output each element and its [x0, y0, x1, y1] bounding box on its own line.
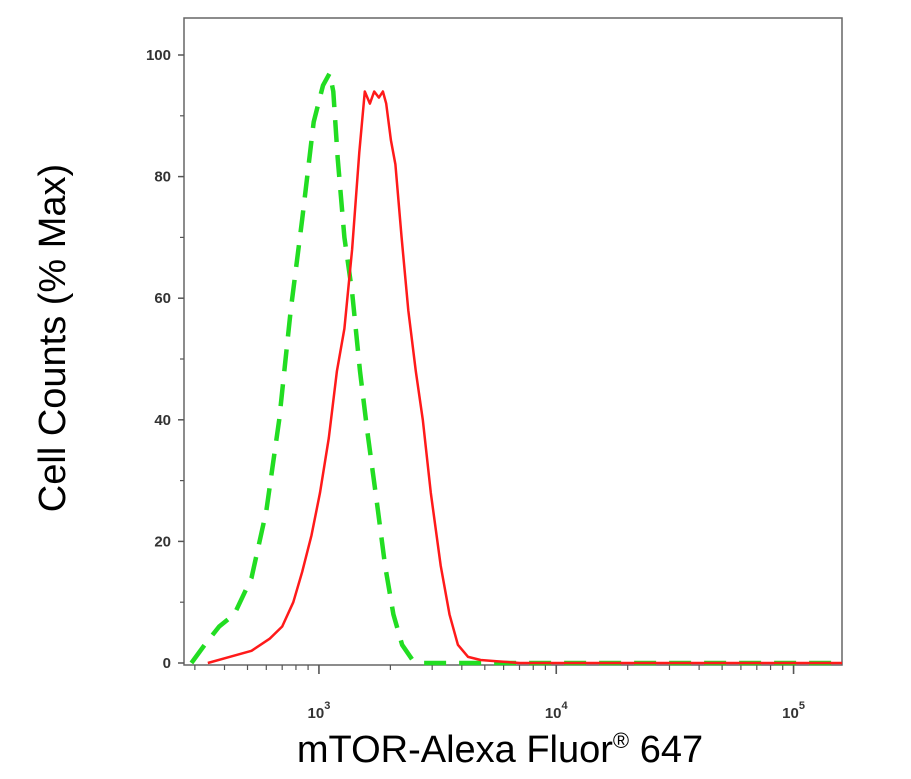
- x-axis-title-mark: ®: [613, 728, 629, 753]
- y-tick-label: 60: [154, 290, 171, 307]
- y-tick-label: 20: [154, 533, 171, 550]
- x-axis: 103 104 105: [194, 665, 805, 722]
- x-axis-title: mTOR-Alexa Fluor® 647: [297, 728, 703, 771]
- series-layer: [189, 70, 842, 666]
- x-axis-title-main: mTOR-Alexa Fluor: [297, 729, 613, 771]
- x-axis-title-suffix: 647: [629, 729, 703, 771]
- x-tick-label: 103: [308, 700, 331, 722]
- y-tick-label: 0: [163, 655, 171, 672]
- y-axis: 0 20 40 60 80 100: [146, 47, 184, 672]
- series-line-dashed: [189, 70, 842, 666]
- x-tick-label: 105: [782, 700, 805, 722]
- plot-frame: [183, 17, 843, 666]
- y-axis-title: Cell Counts (% Max): [32, 164, 74, 512]
- y-tick-label: 100: [146, 47, 171, 64]
- series-line-solid: [207, 90, 842, 665]
- y-tick-label: 80: [154, 169, 171, 186]
- y-tick-label: 40: [154, 412, 171, 429]
- x-tick-label: 104: [545, 700, 569, 722]
